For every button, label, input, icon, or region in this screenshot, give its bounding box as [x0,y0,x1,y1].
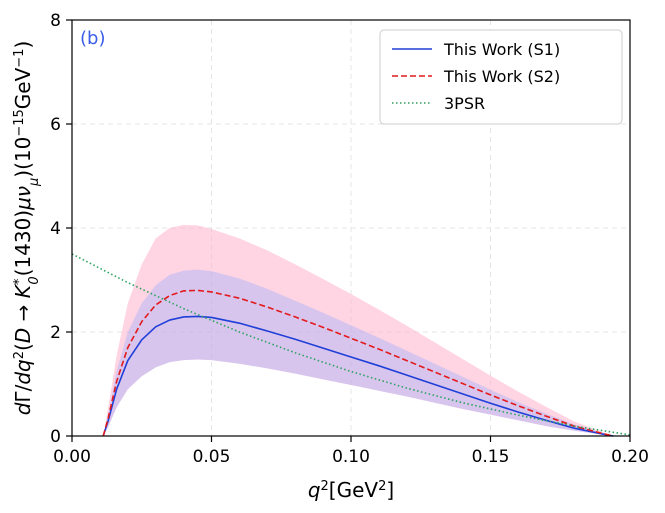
legend-label-3psr: 3PSR [444,94,485,113]
x-tick-label: 0.15 [472,447,510,467]
y-tick-label: 0 [50,427,61,447]
x-tick-label: 0.10 [332,447,370,467]
legend-box [379,29,623,125]
line-s1 [102,315,614,437]
x-axis-title: q2[GeV2] [308,478,394,502]
line-s2 [102,289,614,437]
y-tick-label: 8 [50,11,61,31]
legend: This Work (S1) This Work (S2) 3PSR [379,29,623,125]
legend-label-s2: This Work (S2) [443,67,560,86]
y-tick-label: 6 [50,115,61,135]
uncertainty-bands [103,224,614,436]
x-tick-label: 0.05 [193,447,231,467]
band-s1 [103,269,614,436]
x-tick-label: 0.20 [611,447,649,467]
band-s2 [103,224,614,436]
x-tick-label: 0.00 [53,447,91,467]
y-tick-label: 2 [50,323,61,343]
y-tick-label: 4 [50,219,61,239]
panel-label: (b) [80,28,105,49]
y-axis-title: dΓ/dq2(D → K*0(1430)μνμ)(10−15GeV−1) [11,41,42,416]
legend-label-s1: This Work (S1) [443,40,560,59]
series-lines [71,253,631,437]
axis-ticks: 0.00 0.05 0.10 0.15 0.20 0 2 4 6 8 [50,11,649,467]
